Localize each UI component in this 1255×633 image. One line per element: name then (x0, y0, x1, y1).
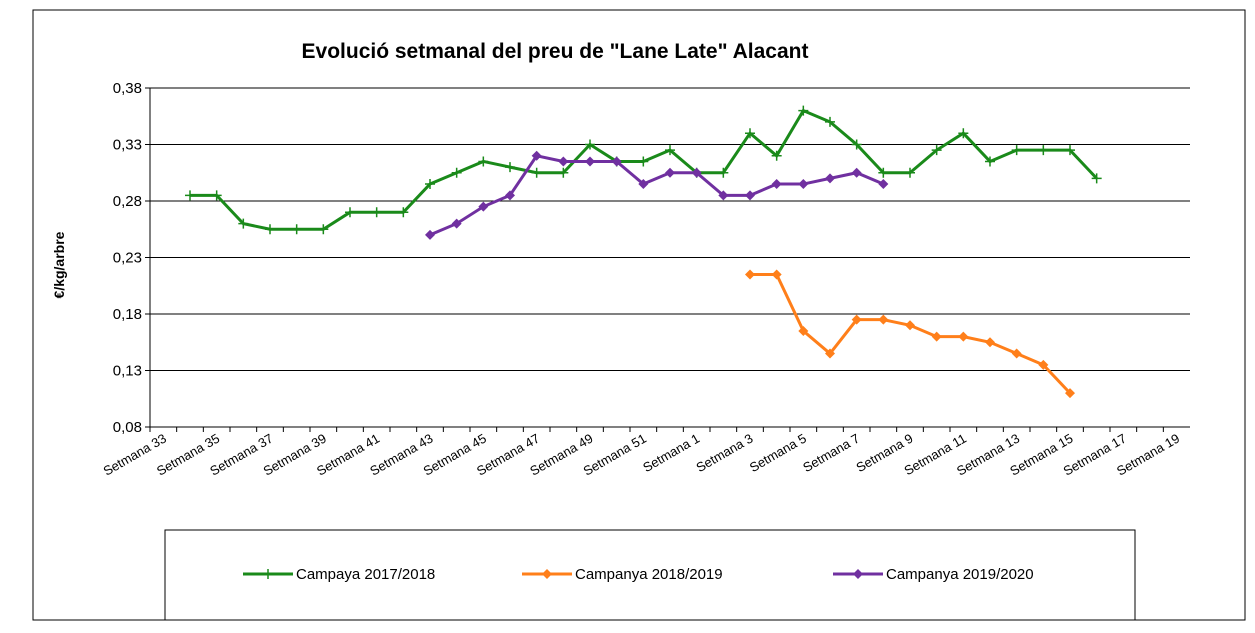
point (211, 190, 222, 201)
point (931, 145, 942, 156)
point (1038, 359, 1049, 370)
point (825, 348, 835, 359)
legend-marker (542, 569, 552, 579)
point (771, 269, 782, 280)
point (665, 145, 675, 156)
point (1065, 145, 1075, 156)
point (745, 190, 755, 201)
point (878, 314, 889, 325)
point (478, 201, 489, 212)
chart-border (32, 9, 1246, 621)
legend-box (164, 529, 1136, 621)
point (745, 128, 755, 139)
point (558, 156, 569, 167)
point (638, 156, 649, 167)
point (905, 320, 915, 331)
point (425, 179, 435, 190)
point (398, 207, 409, 218)
legend-marker (853, 569, 863, 579)
legend-label: Campanya 2019/2020 (886, 566, 1034, 583)
point (878, 179, 889, 190)
point (425, 229, 435, 240)
point (558, 167, 569, 178)
point (1038, 145, 1049, 156)
point (238, 218, 249, 229)
point (798, 105, 809, 116)
point (691, 167, 702, 178)
point (585, 156, 595, 167)
point (825, 116, 835, 127)
point (771, 150, 782, 161)
point (1065, 388, 1075, 399)
y-tick-label: 0,13 (113, 363, 142, 380)
y-axis-label: €/kg/arbre (51, 231, 67, 298)
point (745, 269, 755, 280)
series-line (429, 154, 884, 237)
point (345, 207, 355, 218)
point (718, 167, 729, 178)
point (958, 331, 969, 342)
point (505, 190, 515, 201)
y-tick-label: 0,23 (113, 250, 142, 267)
point (265, 224, 275, 235)
chart-title: Evolució setmanal del preu de "Lane Late… (302, 40, 809, 63)
point (985, 337, 995, 348)
point (798, 179, 809, 190)
point (638, 179, 649, 190)
point (585, 139, 595, 150)
point (318, 224, 329, 235)
point (291, 224, 302, 235)
point (931, 331, 942, 342)
y-tick-label: 0,28 (113, 193, 142, 210)
point (185, 190, 195, 201)
point (718, 190, 729, 201)
point (531, 150, 542, 161)
point (451, 167, 462, 178)
point (1011, 145, 1022, 156)
point (851, 139, 862, 150)
y-tick-label: 0,33 (113, 137, 142, 154)
point (798, 325, 809, 336)
point (878, 167, 889, 178)
point (478, 156, 489, 167)
point (851, 167, 862, 178)
point (985, 156, 995, 167)
y-tick-label: 0,08 (113, 419, 142, 436)
legend-label: Campaya 2017/2018 (296, 566, 435, 583)
point (451, 218, 462, 229)
point (905, 167, 915, 178)
y-tick-label: 0,38 (113, 80, 142, 97)
point (371, 207, 382, 218)
point (505, 162, 515, 173)
point (825, 173, 835, 184)
point (611, 156, 622, 167)
legend-label: Campanya 2018/2019 (575, 566, 723, 583)
point (851, 314, 862, 325)
point (958, 128, 969, 139)
y-tick-label: 0,18 (113, 306, 142, 323)
point (1011, 348, 1022, 359)
point (531, 167, 542, 178)
point (1091, 173, 1102, 184)
point (665, 167, 675, 178)
point (771, 179, 782, 190)
legend-marker (263, 569, 273, 579)
